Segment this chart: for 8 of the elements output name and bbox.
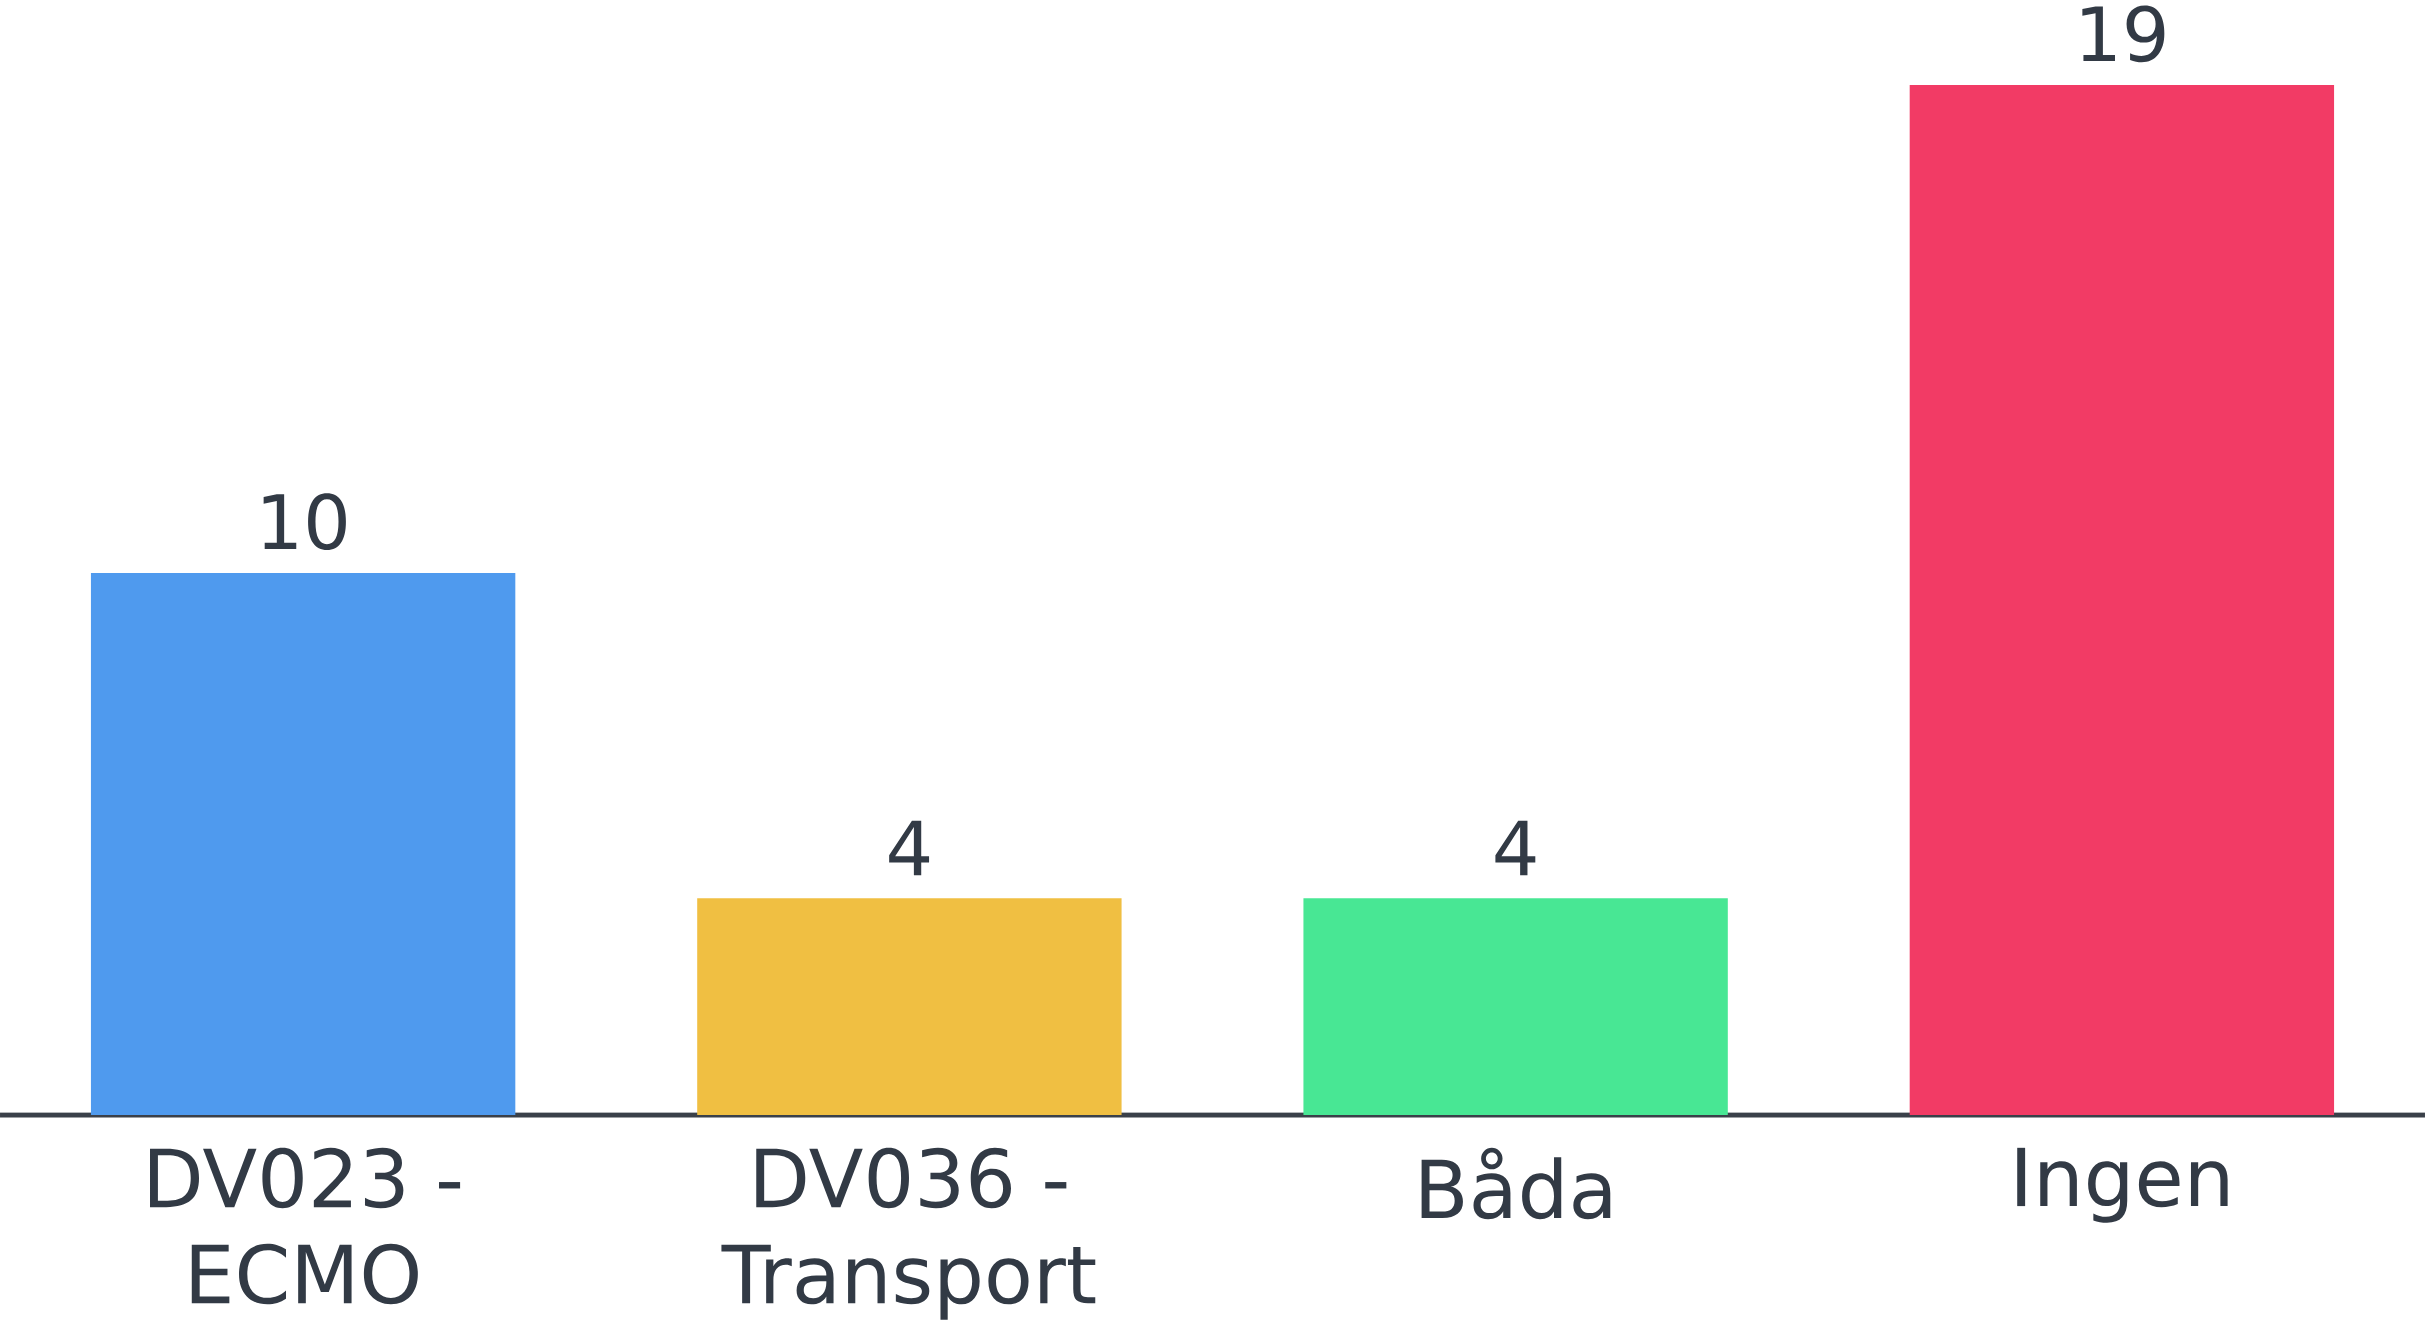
- data-label: 4: [889, 820, 930, 876]
- x-tick-label: Båda: [1421, 1147, 1611, 1220]
- data-label: 19: [2082, 5, 2165, 63]
- x-tick-label: DV023 - ECMO: [150, 1147, 461, 1305]
- x-tick-label: Ingen: [2017, 1147, 2228, 1223]
- data-label: 10: [263, 493, 346, 551]
- data-label: 4: [1495, 820, 1536, 876]
- x-tick-label: DV036 - Transport: [721, 1147, 1096, 1320]
